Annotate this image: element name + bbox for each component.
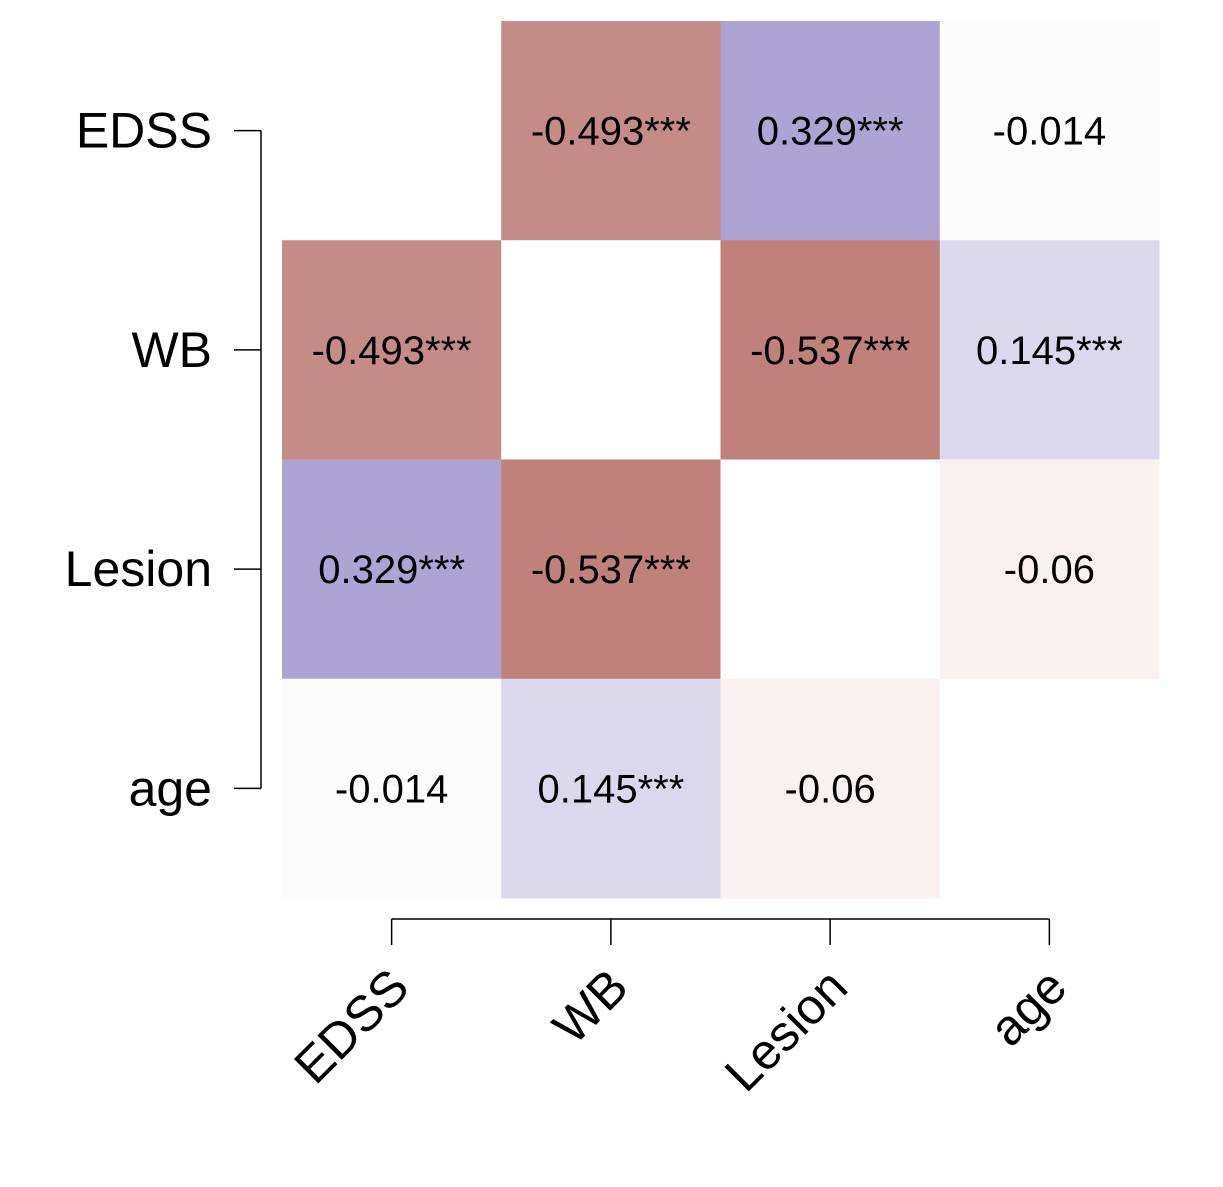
heatmap-cell-lesion-edss [282,459,502,680]
data-label-lesion-wb: -0.537*** [531,548,691,592]
heatmap-cell-wb-lesion [720,240,941,460]
heatmap-cell-edss-lesion [720,21,941,241]
data-label-age-wb: 0.145*** [537,767,684,811]
x-tick-label-lesion: Lesion [714,958,858,1102]
heatmap-cell-wb-wb [501,240,721,460]
heatmap-cells: -0.493*** 0.329*** -0.014 -0.493*** -0.537**… [282,21,1160,899]
x-tick-label-wb: WB [542,958,639,1055]
data-label-edss-lesion: 0.329*** [757,110,904,154]
y-tick-label-age: age [129,760,212,816]
data-label-lesion-edss: 0.329*** [318,548,465,592]
x-tick-label-edss: EDSS [284,958,420,1094]
heatmap-cell-age-lesion [720,678,941,899]
heatmap-cell-wb-edss [282,240,502,460]
data-label-edss-wb: -0.493*** [531,110,691,154]
x-axis: EDSS WB Lesion age [284,918,1078,1102]
y-axis: EDSS WB Lesion age [65,103,262,816]
heatmap-cell-wb-age [939,240,1160,460]
heatmap-cell-age-wb [501,678,721,899]
heatmap-cell-age-age [939,678,1160,899]
heatmap-cell-lesion-wb [501,459,721,680]
heatmap-cell-edss-wb [501,21,721,241]
data-label-wb-edss: -0.493*** [312,329,472,373]
heatmap-cell-edss-edss [282,21,502,241]
y-tick-label-lesion: Lesion [65,541,212,597]
heatmap-cell-lesion-lesion [720,459,941,680]
y-tick-label-wb: WB [131,322,212,378]
data-label-wb-age: 0.145*** [976,329,1123,373]
data-label-lesion-age: -0.06 [1004,548,1095,592]
heatmap-cell-age-edss [282,678,502,899]
data-label-edss-age: -0.014 [993,110,1106,154]
x-tick-label-age: age [979,958,1078,1057]
heatmap-cell-lesion-age [939,459,1160,680]
y-tick-label-edss: EDSS [76,103,212,159]
data-label-age-lesion: -0.06 [785,767,876,811]
heatmap-cell-edss-age [939,21,1160,241]
data-label-age-edss: -0.014 [335,767,448,811]
data-label-wb-lesion: -0.537*** [750,329,910,373]
